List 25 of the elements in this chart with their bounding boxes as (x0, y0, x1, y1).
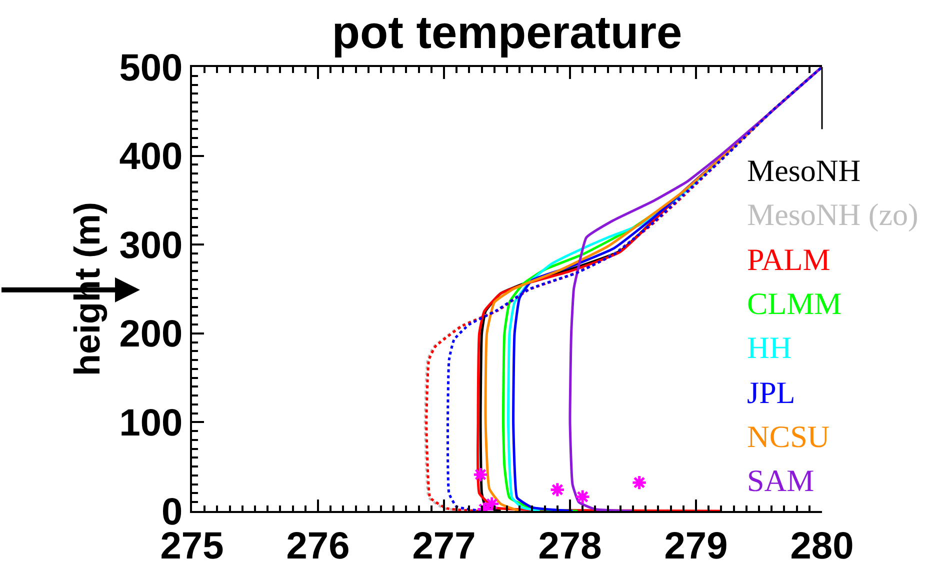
legend-label: MesoNH (747, 153, 861, 188)
x-tick-label: 280 (790, 525, 854, 568)
point (472, 466, 488, 482)
x-tick-label: 279 (664, 525, 728, 568)
text: SAM (747, 463, 814, 498)
x-tick-label: 276 (286, 525, 350, 568)
chart-title: pot temperature (332, 6, 682, 58)
x-tick-label: 277 (412, 525, 476, 568)
point (550, 482, 566, 498)
y-tick-label: 100 (119, 402, 183, 444)
y-tick-label: 400 (119, 136, 183, 178)
text: NCSU (747, 419, 830, 454)
y-axis-title: height (m) (66, 202, 108, 376)
text: CLMM (747, 286, 842, 321)
y-tick-label: 200 (119, 314, 183, 356)
x-tick-label: 278 (538, 525, 602, 568)
point (631, 474, 648, 490)
point (574, 488, 590, 505)
text: HH (747, 330, 792, 365)
y-tick-label: 300 (119, 224, 183, 267)
series-label: MesoNH (zo) (747, 197, 918, 232)
text: JPL (747, 375, 796, 410)
text: PALM (747, 242, 830, 277)
y-tick-label: 500 (119, 47, 183, 90)
point (484, 496, 500, 511)
